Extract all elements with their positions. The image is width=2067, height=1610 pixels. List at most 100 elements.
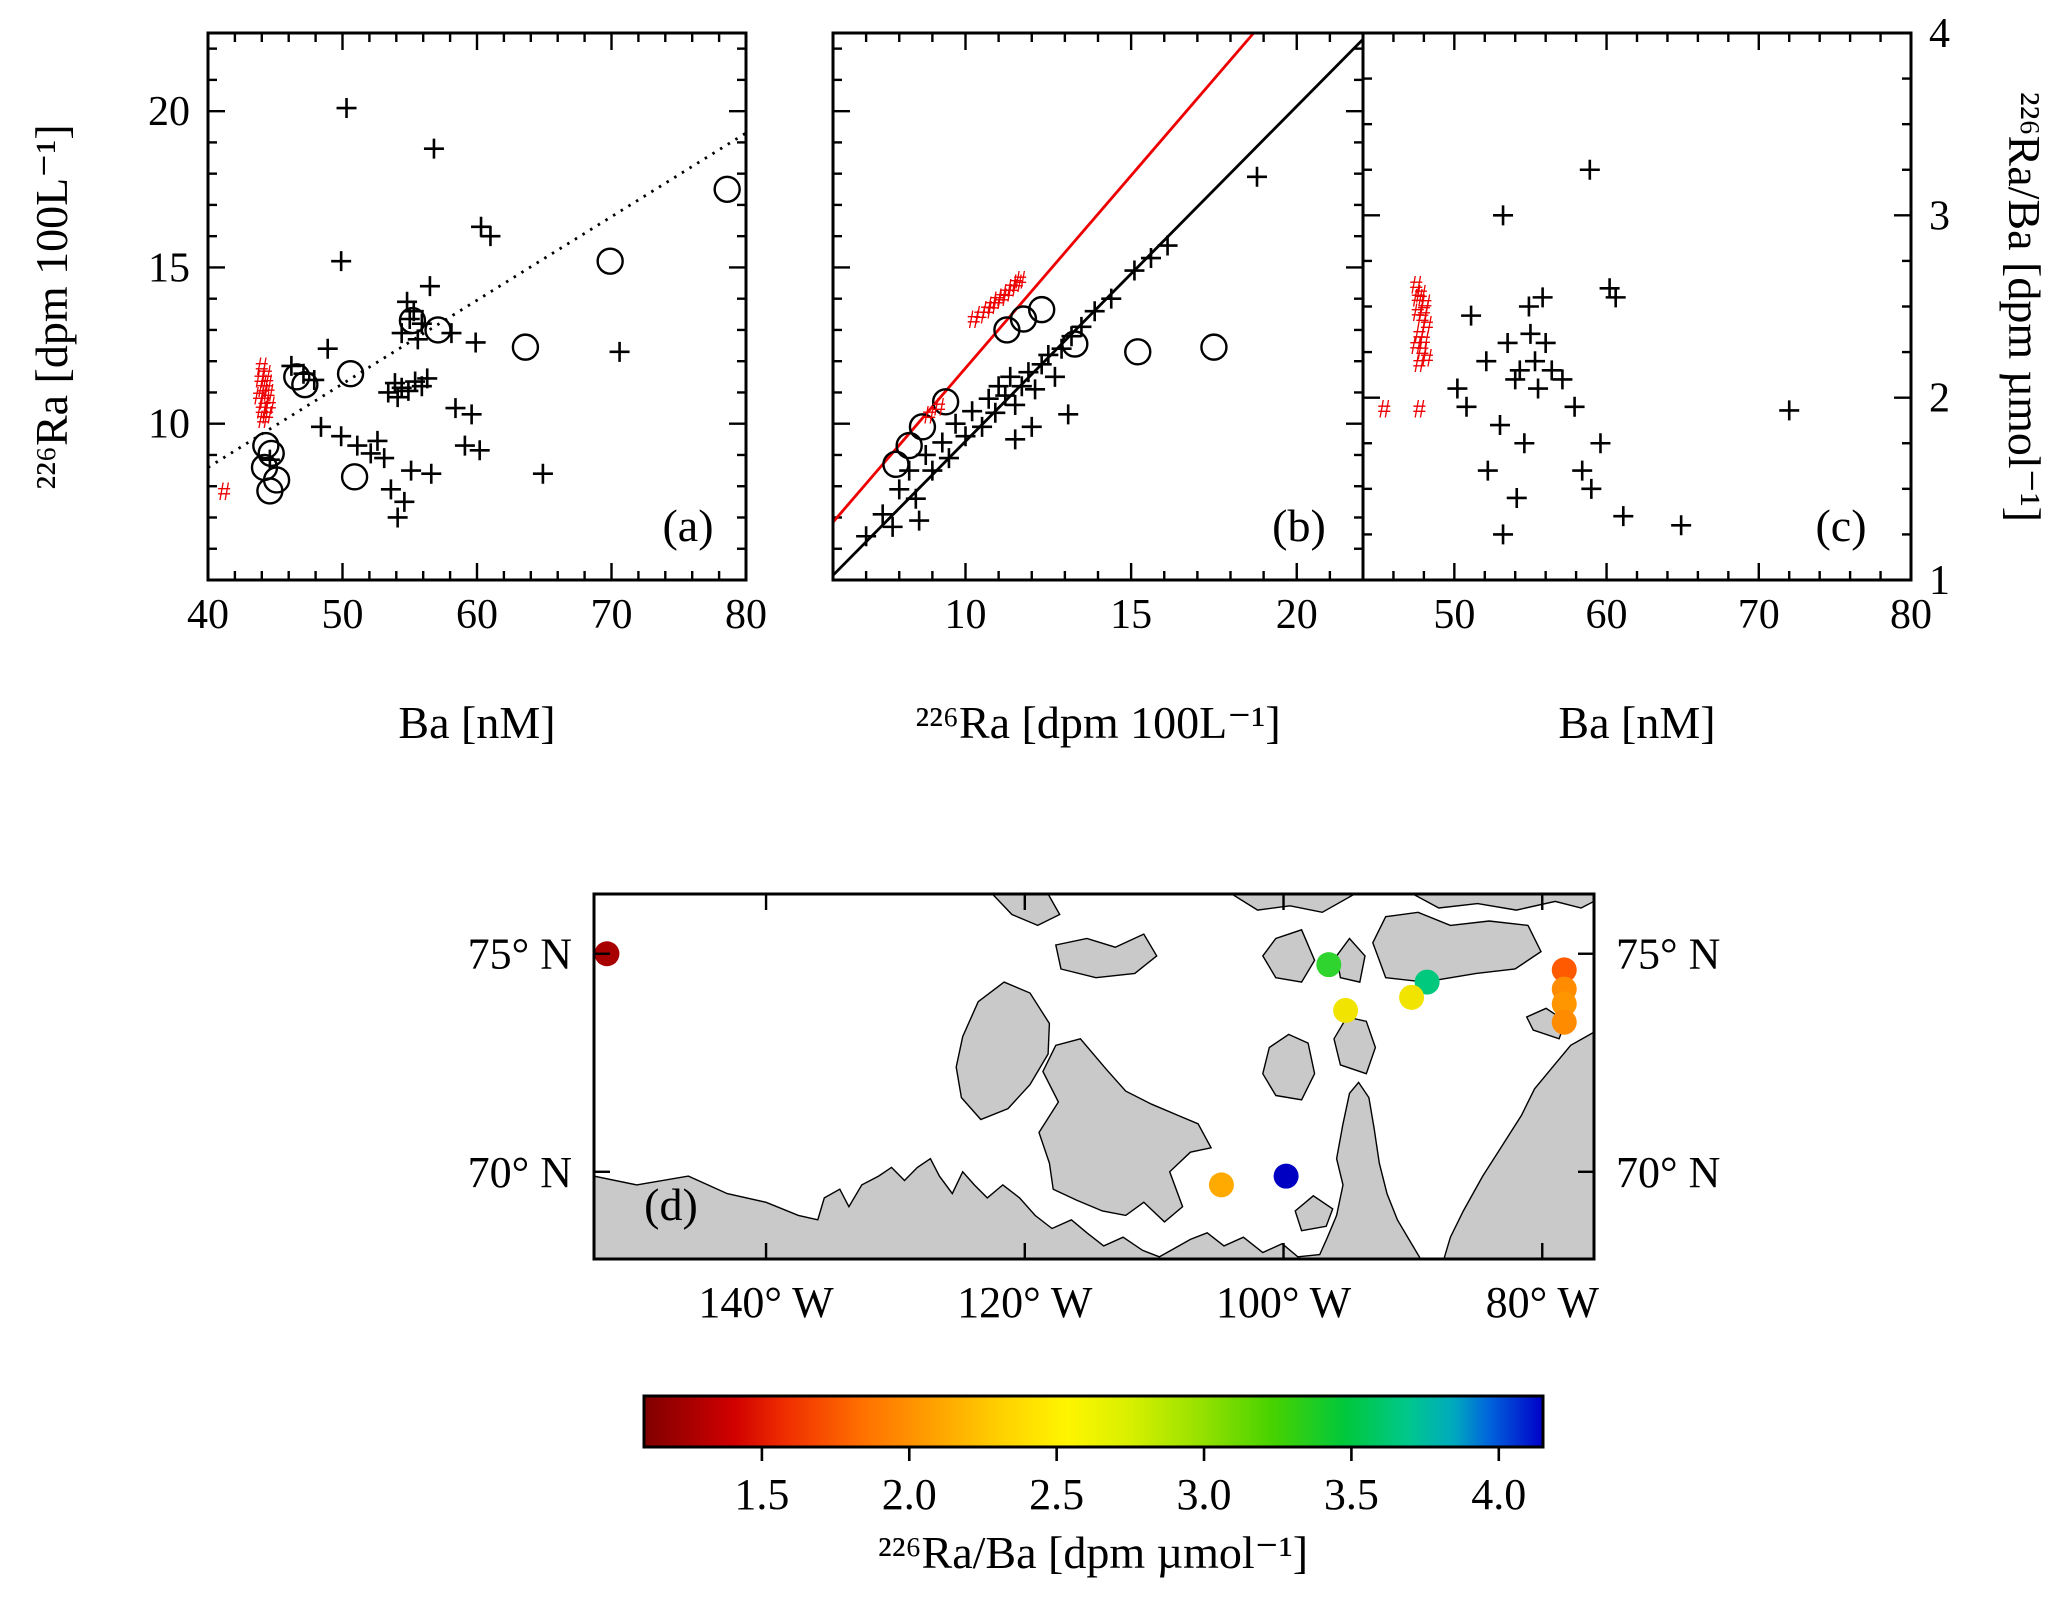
red-reference-line [833,33,1255,524]
lon-tick-label: 80° W [1486,1278,1600,1327]
marker-hash: # [1417,325,1430,354]
marker-plus [387,387,408,408]
x-tick-label: 60 [456,592,498,638]
black-one-to-one-line [833,38,1363,577]
marker-plus [1476,351,1497,372]
marker-hash: # [1005,274,1018,303]
x-tick-label: 60 [1586,592,1628,638]
lines-b [833,33,1363,577]
marker-plus [1058,404,1079,425]
marker-circle [908,413,937,441]
marker-plus [317,338,338,359]
land-polygon [1038,1038,1213,1223]
markers-a: ############# [218,98,741,528]
lines-a [208,131,746,469]
marker-plus [922,460,943,481]
marker-hash: # [1010,269,1023,298]
plot-frame-c [1361,31,1913,582]
land-polygon [1262,1033,1316,1101]
marker-plus [905,488,926,509]
marker-plus [461,404,482,425]
marker-plus [304,369,325,390]
land-polygon [1294,1194,1334,1232]
marker-hash: # [1000,278,1013,307]
lon-tick-label: 100° W [1216,1278,1352,1327]
marker-plus [360,443,381,464]
colorbar-tick-label: 2.5 [1029,1470,1084,1519]
marker-plus [336,98,357,119]
marker-plus [1579,159,1600,180]
marker-plus [1493,524,1514,545]
marker-hash: # [995,283,1008,312]
colorbar-tick-label: 4.0 [1471,1470,1526,1519]
dotted-trend-line [208,131,746,469]
colorbar-tick-label: 3.0 [1177,1470,1232,1519]
marker-hash: # [1420,344,1433,373]
axis-ticks-c [1361,31,1913,582]
marker-circle [257,439,285,468]
station-dot [1316,952,1342,978]
marker-circle [1124,338,1152,366]
land-polygon [1335,937,1366,983]
marker-plus [378,382,399,403]
marker-plus [454,435,475,456]
marker-hash: # [1014,265,1027,294]
marker-plus [1025,379,1046,400]
marker-plus [1528,378,1549,399]
marker-hash: # [1414,280,1427,309]
land-polygon [1372,911,1542,983]
x-tick-label: 40 [187,592,229,638]
panel-label-d: (d) [644,1179,698,1230]
lat-tick-label: 70° N [1616,1148,1720,1197]
marker-circle [713,175,741,203]
marker-plus [1005,394,1026,415]
x-tick-label: 50 [1433,592,1475,638]
marker-plus [1038,344,1059,365]
marker-plus [1447,378,1468,399]
marker-hash: # [1410,271,1423,300]
land-polygon [1412,894,1594,911]
marker-plus [1018,362,1039,383]
marker-plus [962,401,983,422]
marker-plus [1520,323,1541,344]
x-tick-label: 20 [1276,592,1318,638]
x-tick-label: 70 [591,592,633,638]
panel-label-b: (b) [1272,500,1326,551]
marker-hash: # [261,400,274,429]
marker-plus [1532,287,1553,308]
y-tick-label: 1 [1929,558,1950,604]
marker-plus [465,332,486,353]
marker-plus [1590,433,1611,454]
marker-hash: # [1413,395,1426,424]
marker-plus [889,479,910,500]
station-dot [1551,991,1577,1017]
marker-plus [471,216,492,237]
marker-plus [1671,515,1692,536]
marker-plus [419,276,440,297]
marker-plus [347,435,368,456]
marker-plus [1518,296,1539,317]
marker-plus [380,479,401,500]
marker-circle [424,316,452,344]
marker-plus [882,516,903,537]
marker-circle [511,333,540,361]
marker-plus [955,426,976,447]
marker-plus [932,432,953,453]
marker-plus [1021,416,1042,437]
marker-hash: # [262,378,275,407]
colorbar-tick-label: 1.5 [734,1470,789,1519]
x-axis-title-c: Ba [nM] [1558,697,1716,748]
marker-hash: # [254,364,267,393]
map-land [594,894,1594,1259]
marker-circle [256,477,284,505]
marker-plus [374,448,395,469]
marker-plus [856,526,877,547]
marker-circle [398,306,427,335]
marker-circle [252,431,280,460]
land-polygon [1261,928,1316,983]
land-polygon [1333,1016,1377,1075]
marker-circle [340,463,369,491]
marker-hash: # [259,360,272,389]
marker-hash: # [967,305,980,334]
